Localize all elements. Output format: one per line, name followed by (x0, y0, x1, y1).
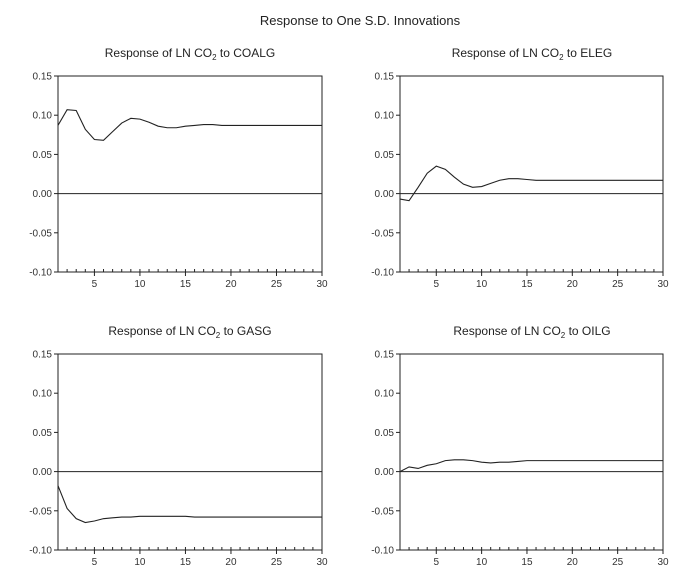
panel-title-main: Response of LN CO (452, 46, 559, 60)
y-tick-label: -0.05 (371, 506, 394, 517)
x-tick-label: 20 (225, 557, 237, 568)
y-tick-label: 0.10 (33, 111, 53, 122)
chart-panel: Response of LN CO2 to GASG 0.15 0.10 0.05 0.… (29, 324, 328, 568)
chart-panels: Response of LN CO2 to COALG0.150.100.050… (29, 46, 669, 568)
y-tick-label: -0.05 (29, 228, 52, 239)
y-tick-label: 0.10 (33, 389, 53, 400)
y-tick-label: 0.05 (33, 150, 53, 161)
y-tick-label: -0.10 (371, 546, 394, 557)
y-tick-label: -0.10 (29, 546, 52, 557)
panel-title-subscript: 2 (216, 331, 221, 340)
x-tick-label: 5 (92, 279, 98, 290)
y-tick-label: 0.15 (33, 350, 53, 361)
response-line (399, 459, 663, 473)
x-tick-label: 5 (433, 279, 439, 290)
panel-title: Response of LN CO2 to ELEG (452, 46, 613, 62)
plot-frame (57, 353, 323, 551)
x-tick-label: 15 (521, 557, 533, 568)
panel-title-subscript: 2 (561, 331, 566, 340)
x-tick-label: 10 (134, 279, 146, 290)
x-tick-label: 25 (612, 279, 624, 290)
y-tick-label: 0.15 (375, 350, 395, 361)
chart-panel: Response of LN CO2 to ELEG 0.15 0.10 0.05 0.… (371, 46, 669, 290)
x-tick-label: 30 (316, 279, 328, 290)
y-tick-label: -0.10 (371, 268, 394, 279)
y-tick-label: 0.00 (33, 189, 53, 200)
y-tick-label: 0.05 (375, 150, 395, 161)
y-tick-label: -0.05 (29, 506, 52, 517)
plot-frame (399, 353, 664, 551)
x-tick-label: 5 (433, 557, 439, 568)
panel-title: Response of LN CO2 to GASG (108, 324, 271, 340)
y-tick-label: -0.05 (371, 228, 394, 239)
x-tick-label: 30 (657, 557, 669, 568)
y-tick-label: 0.05 (375, 428, 395, 439)
panel-title-subscript: 2 (212, 53, 217, 62)
plot-frame (57, 75, 323, 273)
panel-title: Response of LN CO2 to OILG (453, 324, 610, 340)
response-line (57, 485, 322, 524)
y-tick-label: 0.00 (375, 467, 395, 478)
response-line (399, 165, 663, 202)
y-tick-label: 0.15 (375, 72, 395, 83)
y-tick-label: 0.10 (375, 111, 395, 122)
x-tick-label: 25 (271, 557, 283, 568)
panel-title-main: Response of LN CO (108, 324, 215, 338)
x-tick-label: 20 (567, 279, 579, 290)
y-tick-label: 0.10 (375, 389, 395, 400)
x-tick-label: 30 (657, 279, 669, 290)
x-tick-label: 15 (180, 279, 192, 290)
panel-title-subscript: 2 (559, 53, 564, 62)
y-tick-label: -0.10 (29, 268, 52, 279)
x-tick-label: 5 (92, 557, 98, 568)
x-tick-label: 15 (180, 557, 192, 568)
y-tick-label: 0.05 (33, 428, 53, 439)
panel-title-suffix: to ELEG (564, 46, 613, 60)
panel-title-main: Response of LN CO (453, 324, 560, 338)
x-tick-label: 25 (271, 279, 283, 290)
response-line (57, 109, 322, 141)
plot-frame (399, 75, 664, 273)
chart-panel: Response of LN CO2 to OILG 0.15 0.10 0.05 0.… (371, 324, 669, 568)
panel-title-suffix: to GASG (220, 324, 271, 338)
x-tick-label: 20 (567, 557, 579, 568)
y-tick-label: 0.15 (33, 72, 53, 83)
x-tick-label: 10 (476, 279, 488, 290)
x-tick-label: 30 (316, 557, 328, 568)
chart-panel: Response of LN CO2 to COALG 0.15 0.10 0.05 0… (29, 46, 328, 290)
figure-title: Response to One S.D. Innovations (260, 13, 461, 28)
panel-title-main: Response of LN CO (105, 46, 212, 60)
x-tick-label: 15 (521, 279, 533, 290)
x-tick-label: 20 (225, 279, 237, 290)
y-tick-label: 0.00 (375, 189, 395, 200)
panel-title-suffix: to OILG (565, 324, 610, 338)
panel-title-suffix: to COALG (217, 46, 276, 60)
x-tick-label: 10 (134, 557, 146, 568)
y-tick-label: 0.00 (33, 467, 53, 478)
x-tick-label: 10 (476, 557, 488, 568)
panel-title: Response of LN CO2 to COALG (105, 46, 276, 62)
x-tick-label: 25 (612, 557, 624, 568)
